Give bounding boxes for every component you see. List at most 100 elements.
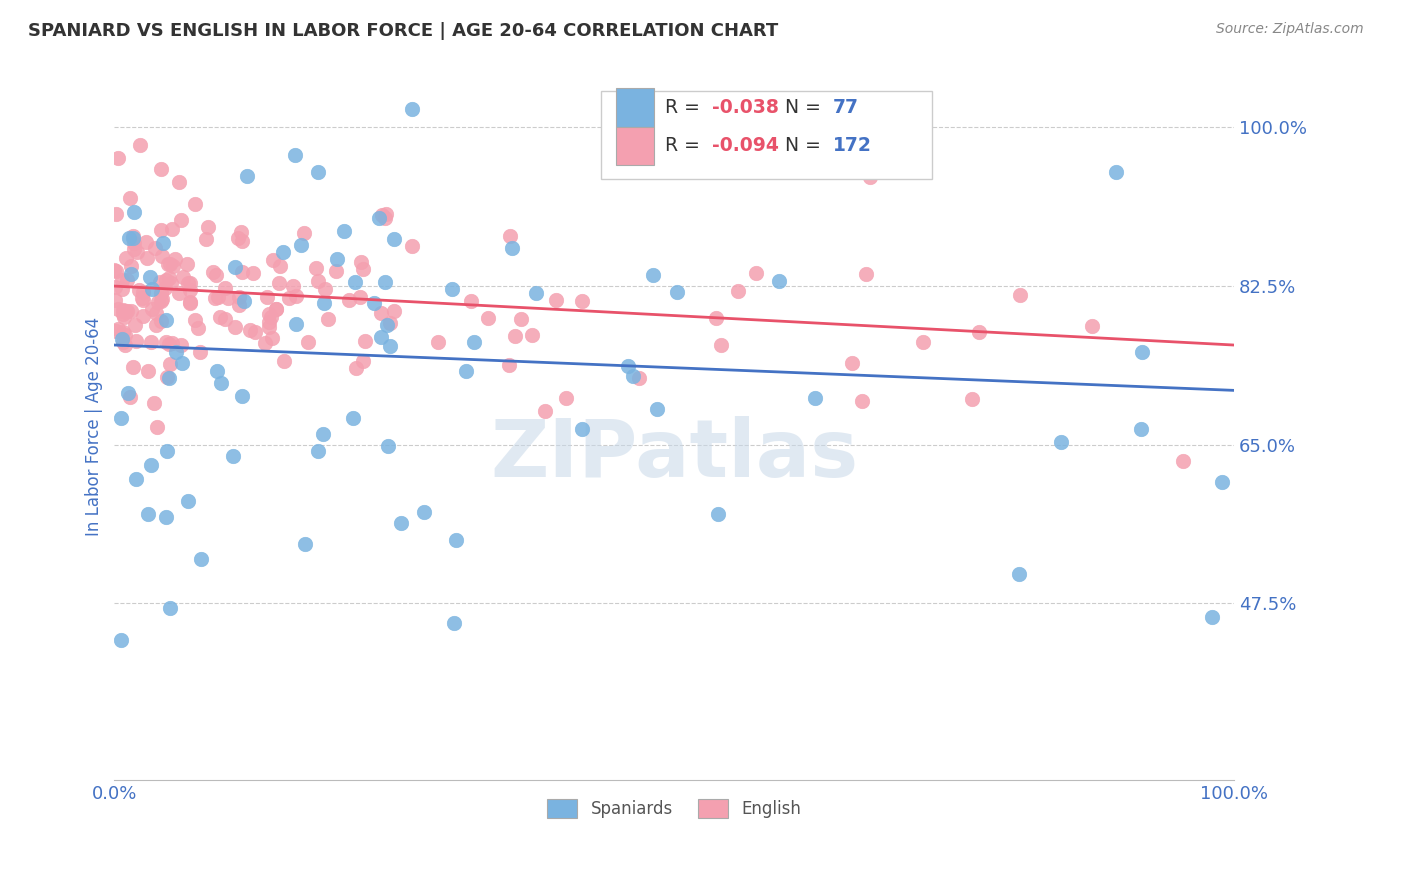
Text: -0.038: -0.038 xyxy=(713,98,779,117)
Point xyxy=(378,316,401,330)
Point xyxy=(616,359,638,373)
Point xyxy=(146,295,169,310)
Point xyxy=(312,427,335,442)
Point xyxy=(1171,454,1194,468)
Point xyxy=(260,331,283,345)
Point xyxy=(224,260,246,274)
Point xyxy=(150,293,173,307)
Point xyxy=(205,364,228,378)
Point xyxy=(546,293,568,308)
Point xyxy=(169,285,191,300)
Point xyxy=(312,296,335,310)
Point xyxy=(131,291,153,305)
Point xyxy=(641,268,664,282)
Point xyxy=(155,313,177,327)
Point xyxy=(371,208,394,222)
Point xyxy=(117,385,139,400)
Point xyxy=(136,507,159,521)
Text: R =: R = xyxy=(665,136,706,155)
Point xyxy=(159,600,181,615)
Point xyxy=(841,355,863,369)
Point xyxy=(120,304,142,318)
Point xyxy=(135,251,157,265)
Point xyxy=(571,422,593,436)
Point xyxy=(149,286,172,301)
Point xyxy=(382,304,405,318)
Point xyxy=(281,279,304,293)
Point xyxy=(169,212,191,227)
Point xyxy=(257,319,280,334)
Point xyxy=(231,389,253,403)
Text: 172: 172 xyxy=(832,136,872,155)
Point xyxy=(209,376,232,391)
Point xyxy=(228,290,250,304)
Point xyxy=(165,252,187,266)
Point xyxy=(157,370,180,384)
Text: Source: ZipAtlas.com: Source: ZipAtlas.com xyxy=(1216,22,1364,37)
Point xyxy=(344,275,367,289)
Point xyxy=(114,338,136,352)
Point xyxy=(138,364,160,378)
Point xyxy=(344,360,367,375)
Point xyxy=(628,371,651,385)
Point xyxy=(122,360,145,375)
Point xyxy=(139,270,162,285)
Point xyxy=(170,338,193,352)
Point xyxy=(229,225,252,239)
Point xyxy=(290,237,312,252)
Point xyxy=(150,249,173,263)
Point xyxy=(352,261,374,276)
Point xyxy=(960,392,983,407)
Point xyxy=(150,222,173,236)
Point xyxy=(1129,422,1152,436)
Point xyxy=(389,516,412,530)
Point xyxy=(271,244,294,259)
Point xyxy=(1201,610,1223,624)
Point xyxy=(112,310,135,324)
Point xyxy=(232,293,254,308)
Point xyxy=(307,443,329,458)
Point xyxy=(294,537,316,551)
Point xyxy=(454,364,477,378)
Point xyxy=(242,266,264,280)
Point xyxy=(859,169,882,184)
Point xyxy=(122,235,145,250)
Point xyxy=(374,206,396,220)
Point xyxy=(262,252,284,267)
Point xyxy=(236,169,259,183)
Point xyxy=(501,241,523,255)
Point xyxy=(165,345,187,359)
Point xyxy=(499,229,522,244)
Point xyxy=(368,211,391,226)
Point xyxy=(105,324,128,338)
Point xyxy=(197,219,219,234)
Point xyxy=(103,263,125,277)
Point xyxy=(706,310,728,325)
Point xyxy=(284,288,307,302)
Point xyxy=(145,318,167,333)
Point xyxy=(107,322,129,336)
Point xyxy=(231,235,253,249)
Point xyxy=(554,392,576,406)
Point xyxy=(122,228,145,243)
Point xyxy=(120,267,142,281)
Point xyxy=(305,260,328,275)
Point xyxy=(190,552,212,566)
Point xyxy=(179,283,201,297)
Point xyxy=(316,312,339,326)
Point xyxy=(1050,434,1073,449)
Point xyxy=(155,510,177,524)
Point xyxy=(120,260,142,274)
Point xyxy=(382,232,405,246)
Point xyxy=(307,165,329,179)
Point xyxy=(179,294,201,309)
Point xyxy=(401,102,423,116)
Point xyxy=(149,275,172,289)
Point xyxy=(623,368,645,383)
Point xyxy=(159,357,181,371)
Text: N =: N = xyxy=(785,136,827,155)
Point xyxy=(278,291,301,305)
Point xyxy=(114,328,136,343)
Point xyxy=(463,335,485,350)
Point xyxy=(150,314,173,328)
